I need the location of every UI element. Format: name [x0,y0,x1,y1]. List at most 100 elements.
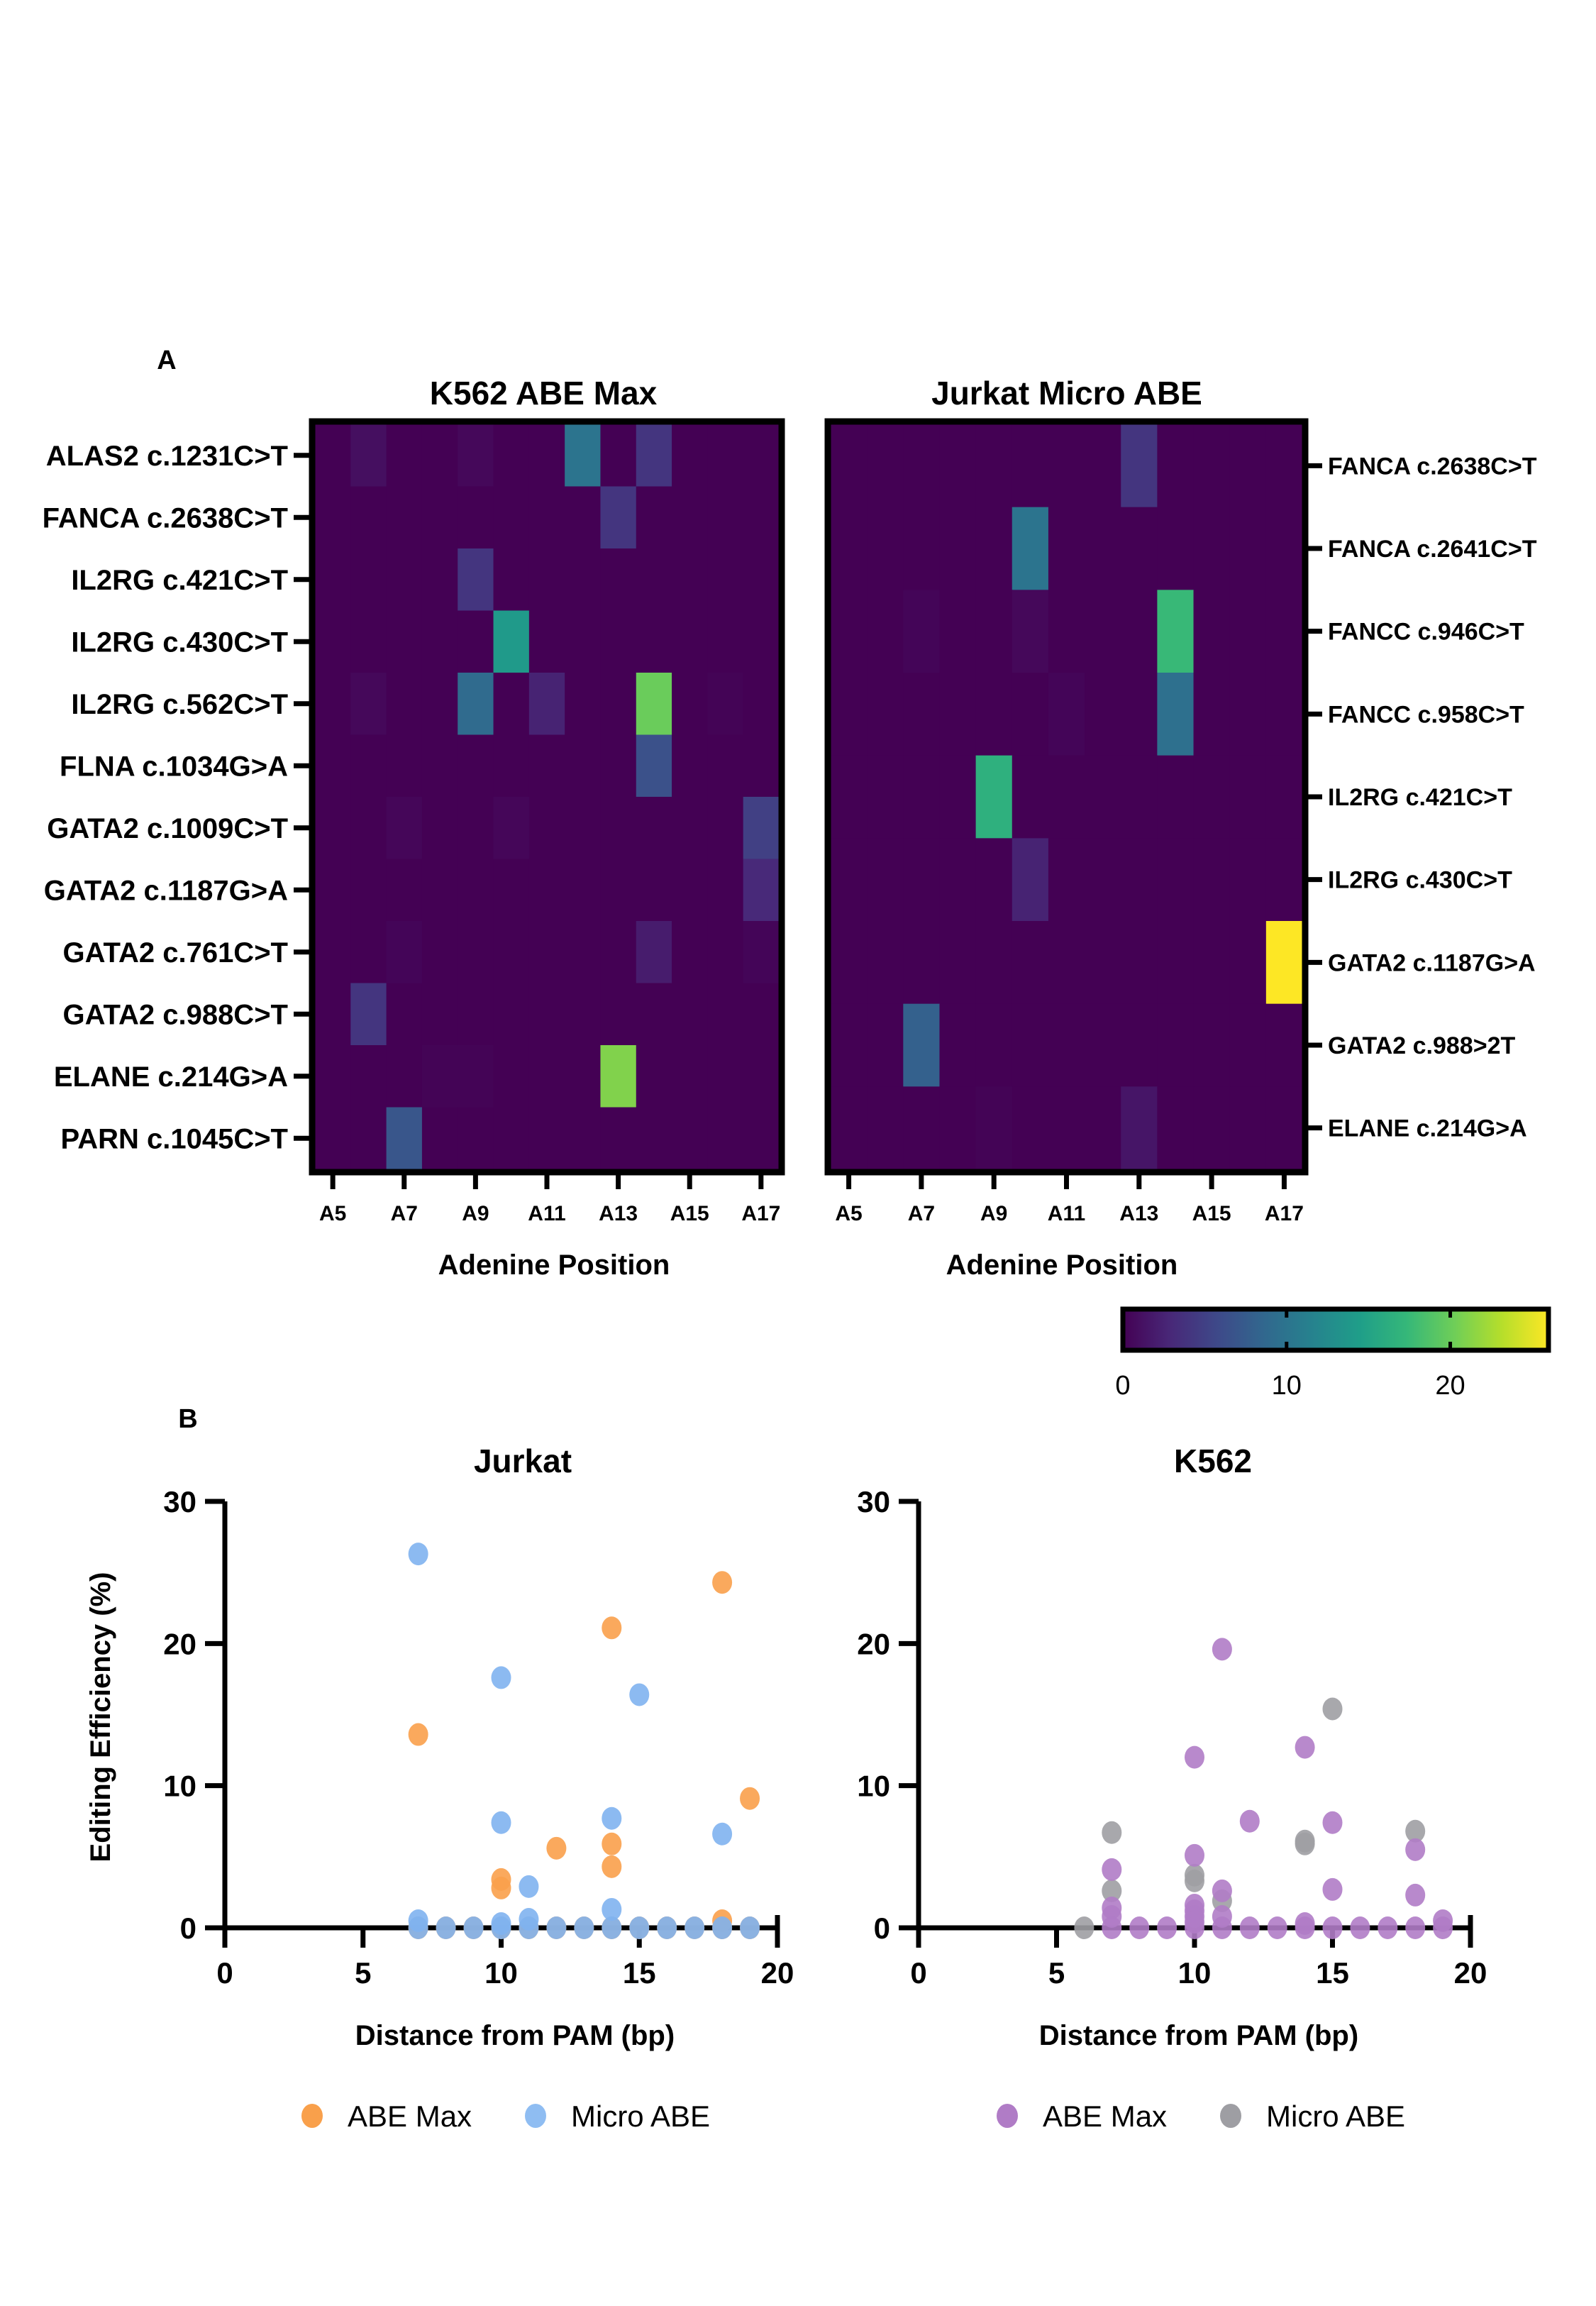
scatter-point [408,1543,428,1566]
heatmap-cell [350,921,387,984]
colorbar-ticks: 0 10 20 [1115,1309,1465,1401]
heatmap-cell [672,859,708,922]
heatmap-cell [975,1086,1013,1170]
heatmap-k562-title: K562 ABE Max [430,375,658,412]
heatmap-x-tick-label: A13 [599,1202,638,1225]
heatmap-cell [1048,838,1085,922]
heatmap-cell [386,921,423,984]
heatmap-cell [1157,590,1195,673]
heatmap-cell [636,859,672,922]
scatter-point [1102,1879,1122,1902]
heatmap-cell [350,1107,387,1170]
scatter-point [602,1897,622,1921]
heatmap-jurkat-x-label: Adenine Position [946,1249,1178,1281]
scatter-point [1405,1819,1426,1843]
heatmap-jurkat-y-axis: FANCA c.2638C>T FANCA c.2641C>T FANCC c.94… [1305,453,1537,1142]
heatmap-cell [1048,590,1085,673]
heatmap-cell [867,1086,904,1170]
heatmap-cell [493,921,530,984]
heatmap-cell [1265,921,1303,1005]
heatmap-cell [565,859,602,922]
heatmap-cell [1157,838,1195,922]
heatmap-cell [1229,507,1267,590]
panel-label-b: B [178,1404,197,1434]
heatmap-cell [672,734,708,798]
heatmap-cell [1157,507,1195,590]
heatmap-cell [1085,590,1121,673]
heatmap-cell [528,1107,565,1170]
heatmap-cell [636,1045,672,1108]
scatter-point [491,1666,511,1689]
heatmap-row-label: GATA2 c.761C>T [62,937,288,969]
heatmap-cell [1012,673,1049,756]
scatter-jurkat-y-label: Editing Efficiency (%) [85,1572,116,1863]
heatmap-cell [707,797,744,860]
heatmap-row-label: ELANE c.214G>A [54,1061,288,1093]
heatmap-cell [528,424,565,487]
scatter-point [1405,1838,1426,1861]
heatmap-cell [707,486,744,549]
x-tick-label: 20 [1454,1956,1487,1990]
heatmap-cell [386,610,423,673]
scatter-jurkat-x-label: Distance from PAM (bp) [355,2020,675,2051]
heatmap-cell [493,1107,530,1170]
heatmap-cell [386,983,423,1046]
heatmap-cell [707,983,744,1046]
heatmap-cell [707,859,744,922]
heatmap-cell [350,486,387,549]
scatter-point [1102,1858,1122,1881]
heatmap-cell [743,859,780,922]
legend-marker-icon [301,2104,323,2128]
heatmap-cell [600,610,637,673]
heatmap-cell [743,424,780,487]
heatmap-row-label: FANCA c.2641C>T [1328,536,1537,563]
heatmap-cell [1121,921,1158,1005]
heatmap-cell [939,590,977,673]
scatter-point [712,1822,733,1846]
scatter-point [740,1787,760,1810]
heatmap-cell [1085,921,1121,1005]
heatmap-x-tick-label: A17 [1265,1202,1304,1225]
heatmap-cell [315,1107,351,1170]
heatmap-cell [458,859,494,922]
heatmap-cell [831,507,868,590]
heatmap-cell [1121,424,1158,508]
heatmap-cell [1048,1003,1085,1087]
heatmap-cell [386,486,423,549]
heatmap-cell [528,486,565,549]
heatmap-cell [350,983,387,1046]
heatmap-cell [1085,838,1121,922]
scatter-point [1378,1916,1398,1939]
heatmap-cell [565,486,602,549]
heatmap-cell [565,983,602,1046]
scatter-point [546,1916,567,1939]
heatmap-cell [350,424,387,487]
heatmap-cell [1265,1086,1303,1170]
heatmap-cell [493,797,530,860]
legend-marker-icon [525,2104,546,2128]
heatmap-cell [528,1045,565,1108]
heatmap-row-label: FANCC c.958C>T [1328,701,1524,728]
heatmap-cell [350,1045,387,1108]
heatmap-x-tick-label: A11 [1048,1202,1085,1225]
scatter-point [1157,1916,1177,1939]
heatmap-cell [672,548,708,612]
heatmap-row-label: IL2RG c.421C>T [1328,784,1512,811]
heatmap-cell [636,486,672,549]
heatmap-cell [743,921,780,984]
heatmap-cell [636,734,672,798]
heatmap-cell [1193,1086,1231,1170]
heatmap-cell [350,673,387,736]
heatmap-cell [565,734,602,798]
heatmap-cell [1012,755,1049,839]
scatter-point [1267,1916,1287,1939]
scatter-k562-points [1074,1638,1453,1939]
heatmap-x-tick-label: A7 [908,1202,935,1225]
heatmap-cell [707,734,744,798]
legend-marker-icon [1220,2104,1241,2128]
scatter-point [1350,1916,1370,1939]
heatmap-cell [743,1107,780,1170]
heatmap-cell [707,610,744,673]
x-tick-label: 0 [216,1956,233,1990]
